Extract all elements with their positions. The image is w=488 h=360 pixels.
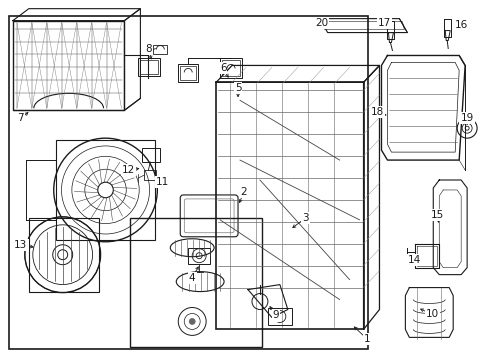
Text: 1: 1: [364, 334, 370, 345]
Circle shape: [58, 250, 67, 260]
Text: 5: 5: [234, 84, 241, 93]
Text: 18: 18: [370, 107, 384, 117]
Text: 6: 6: [219, 63, 226, 73]
Text: 15: 15: [430, 210, 443, 220]
Text: 13: 13: [14, 240, 27, 250]
Bar: [216, 82, 363, 329]
Bar: [9, 15, 367, 349]
Bar: [180, 67, 196, 80]
Bar: [267, 307, 291, 325]
Bar: [138, 58, 160, 76]
Bar: [56, 140, 155, 240]
Text: 2: 2: [240, 187, 247, 197]
Text: 20: 20: [314, 18, 327, 28]
Bar: [142, 148, 160, 162]
Bar: [13, 21, 124, 110]
Text: 19: 19: [460, 113, 473, 123]
Text: 14: 14: [407, 255, 420, 265]
Text: 11: 11: [155, 177, 168, 187]
Bar: [140, 60, 158, 75]
Text: 7: 7: [18, 113, 24, 123]
Text: 12: 12: [122, 165, 135, 175]
Bar: [29, 218, 99, 292]
Text: 17: 17: [377, 18, 390, 28]
Bar: [153, 45, 167, 54]
Bar: [178, 64, 198, 82]
Text: 3: 3: [302, 213, 308, 223]
Circle shape: [189, 319, 195, 324]
Bar: [130, 218, 262, 347]
Bar: [188, 248, 210, 264]
Text: 4: 4: [188, 273, 195, 283]
Text: 16: 16: [454, 19, 467, 30]
Text: 9: 9: [272, 310, 279, 320]
Bar: [144, 170, 156, 180]
Bar: [222, 60, 240, 76]
Bar: [220, 58, 242, 78]
Text: 10: 10: [425, 310, 438, 319]
Text: 8: 8: [145, 44, 151, 54]
